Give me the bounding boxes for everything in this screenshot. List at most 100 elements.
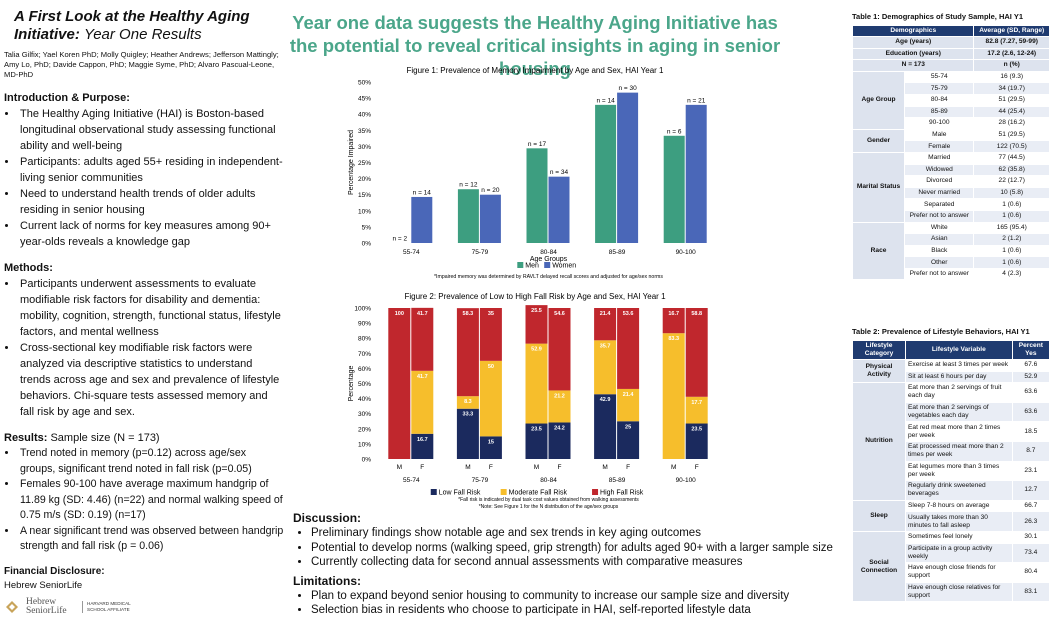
row-label: Participate in a group activity weekly (905, 542, 1013, 564)
bar-segment (685, 308, 708, 397)
table-row: Have enough close friends for support 80.… (853, 562, 1051, 583)
table-row: Regularly drink sweetened beverages 12.7 (853, 480, 1051, 501)
x-tick-label: M (534, 464, 539, 471)
group-label: 85-89 (609, 477, 626, 484)
summary-label: Age (years) (851, 36, 975, 49)
bar-segment (456, 396, 479, 409)
row-value: 1 (0.6) (973, 209, 1050, 223)
section-heading: Methods: (4, 260, 284, 276)
row-value: 63.6 (1011, 401, 1051, 423)
summary-row: Age (years) 82.8 (7.27, 59-99) (851, 36, 1050, 49)
row-value: 67.6 (1011, 359, 1051, 372)
n-label: n = 34 (550, 169, 569, 176)
y-tick-label: 10% (358, 441, 371, 448)
table-row: Separated 1 (0.6) (853, 198, 1050, 211)
table-row: Never married 10 (5.8) (853, 186, 1050, 200)
title-rest: Year One Results (84, 26, 202, 43)
row-value: 10 (5.8) (973, 186, 1050, 200)
headline: Year one data suggests the Healthy Aging… (289, 12, 781, 79)
bar (526, 148, 548, 243)
table-row: 75-79 34 (19.7) (853, 82, 1050, 95)
row-value: 62 (35.8) (973, 163, 1050, 177)
y-tick-label: 20% (358, 426, 371, 433)
summary-value: n (%) (973, 59, 1050, 72)
table-row: Nutrition Eat more than 2 servings of fru… (852, 382, 1051, 501)
row-value: 23.1 (1011, 460, 1051, 482)
y-tick-label: 10% (358, 208, 371, 215)
row-value: 12.7 (1011, 480, 1051, 501)
table-row: 90-100 28 (16.2) (853, 117, 1050, 130)
y-tick-label: 70% (358, 351, 371, 358)
section-heading: Discussion: (293, 511, 362, 525)
data-table: Lifestyle Category Lifestyle Variable Perc… (852, 340, 1051, 603)
y-tick-label: 80% (358, 336, 371, 343)
bar-segment (525, 305, 548, 344)
group-cell: Social Connection (852, 530, 906, 603)
row-label: Eat red meat more than 2 times per week (905, 421, 1013, 442)
footnote: *Note: See Figure 1 for the N distributi… (479, 504, 619, 510)
row-label: Married (904, 151, 975, 165)
legend-swatch (500, 489, 507, 495)
group-cell: Nutrition (852, 382, 906, 501)
y-tick-label: 45% (358, 96, 371, 103)
legend-label: High Fall Risk (600, 490, 644, 497)
summary-row: N = 173 n (%) (851, 59, 1050, 72)
row-label: Prefer not to answer (904, 209, 975, 223)
bar-segment (548, 308, 571, 391)
bar-segment (411, 307, 434, 371)
bar-segment (479, 436, 502, 459)
row-label: Black (904, 244, 975, 258)
row-label: Female (904, 140, 975, 153)
footnote: *Fall risk is indicated by dual task cos… (458, 497, 639, 503)
summary-value: 82.8 (7.27, 59-99) (973, 36, 1050, 49)
footnote: *Impaired memory was determined by RAVLT… (434, 274, 663, 280)
n-label: n = 14 (596, 97, 615, 104)
x-tick-label: F (420, 464, 424, 471)
row-value: 30.1 (1011, 530, 1051, 544)
data-label: 41.7 (417, 374, 428, 380)
row-label: Sit at least 6 hours per day (905, 370, 1013, 384)
bar (685, 104, 707, 243)
x-tick-label: M (397, 464, 402, 471)
y-tick-label: 30% (358, 411, 371, 418)
row-value: 2 (1.2) (973, 233, 1050, 246)
row-value: 51 (29.5) (973, 93, 1050, 107)
table-row: Physical Activity Exercise at least 3 tim… (852, 358, 1051, 384)
row-label: Eat more than 2 servings of vegetables e… (905, 401, 1013, 423)
data-label: 33.3 (463, 412, 474, 418)
bullet: Current lack of norms for key measures a… (18, 218, 284, 250)
bar-segment (617, 388, 640, 422)
row-value: 73.4 (1011, 542, 1051, 564)
bullet: Need to understand health trends of olde… (18, 186, 284, 218)
figure-2: Figure 2: Prevalence of Low to High Fall… (348, 292, 708, 510)
legend-label: Women (552, 263, 576, 270)
group-cell: Gender (851, 128, 906, 153)
y-tick-label: 0% (362, 457, 372, 464)
table-row: Participate in a group activity weekly 73… (853, 542, 1051, 564)
bar-segment (456, 308, 479, 397)
row-label: Eat processed meat more than 2 times per… (905, 440, 1013, 462)
sections: Introduction & Purpose: The Healthy Aging… (4, 90, 284, 555)
summary-label: Education (years) (851, 47, 975, 61)
bar-segment (411, 433, 434, 459)
n-label: n = 6 (667, 128, 682, 135)
x-tick-label: M (465, 464, 470, 471)
table-row: Prefer not to answer 1 (0.6) (853, 209, 1050, 223)
section: Methods: Participants underwent assessmen… (4, 260, 284, 420)
group-cell: Age Group (851, 70, 906, 130)
legend-swatch (544, 262, 551, 268)
bar-segment (617, 308, 640, 389)
table-row: Social Connection Sometimes feel lonely 30… (852, 530, 1051, 603)
column-header: Lifestyle Category (852, 340, 906, 360)
data-label: 21.4 (600, 311, 612, 317)
y-tick-label: 60% (358, 366, 371, 373)
row-label: Sometimes feel lonely (905, 530, 1013, 544)
bar-segment (617, 421, 640, 459)
bar-segment (662, 333, 685, 459)
y-axis-label: Percentage Impaired (348, 130, 355, 195)
bullet-list: Plan to expand beyond senior housing to … (293, 589, 848, 618)
table-row: Asian 2 (1.2) (853, 233, 1050, 246)
row-label: Prefer not to answer (904, 267, 975, 281)
bar (411, 196, 433, 243)
row-label: 75-79 (904, 82, 975, 95)
